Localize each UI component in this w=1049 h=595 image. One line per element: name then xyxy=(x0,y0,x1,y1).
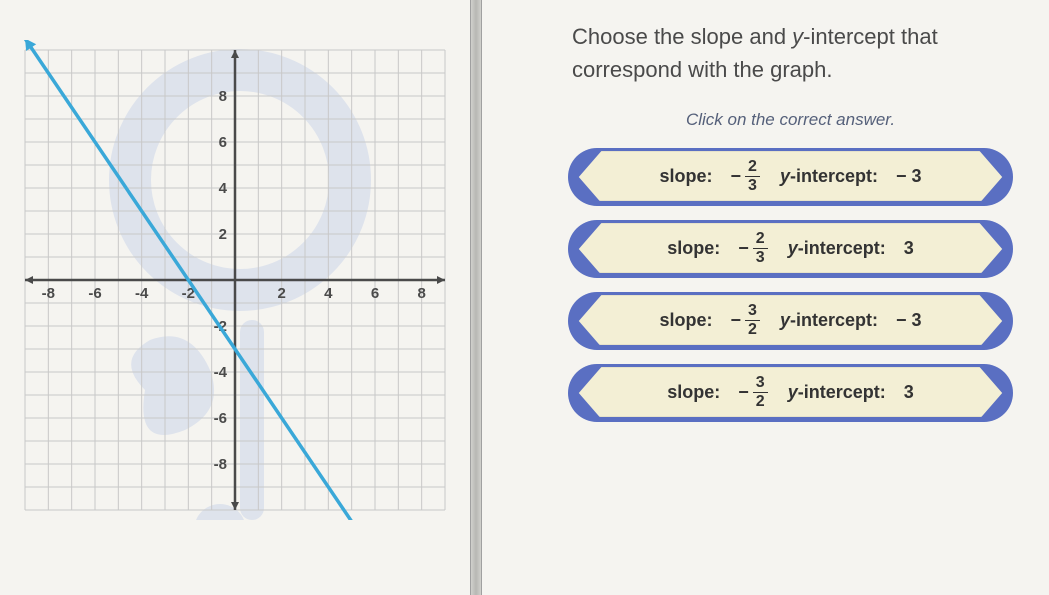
slope-label: slope: xyxy=(660,166,713,187)
svg-text:4: 4 xyxy=(219,180,228,197)
svg-text:4: 4 xyxy=(324,285,333,302)
svg-text:-4: -4 xyxy=(135,285,149,302)
graph-panel: -8-6-4-224688642-2-4-6-8 xyxy=(0,0,470,595)
svg-text:6: 6 xyxy=(219,134,227,151)
yint-label: y-intercept: xyxy=(788,382,886,403)
svg-text:6: 6 xyxy=(371,285,379,302)
slope-value: − 23 xyxy=(731,159,762,194)
panel-divider xyxy=(470,0,482,595)
question-text: Choose the slope and y-intercept that co… xyxy=(572,20,1009,86)
svg-text:8: 8 xyxy=(417,285,425,302)
answer-option-3[interactable]: slope: − 32 y-intercept: − 3 xyxy=(572,292,1009,350)
svg-text:8: 8 xyxy=(219,88,227,105)
svg-text:2: 2 xyxy=(219,226,227,243)
question-prefix: Choose the slope and xyxy=(572,24,792,49)
answer-options: slope: − 23 y-intercept: − 3 slope: − 23… xyxy=(572,148,1009,422)
question-italic-y: y xyxy=(792,24,803,49)
graph-svg: -8-6-4-224688642-2-4-6-8 xyxy=(15,40,455,520)
svg-text:-4: -4 xyxy=(214,364,228,381)
hint-text: Click on the correct answer. xyxy=(572,110,1009,130)
yint-value: 3 xyxy=(904,382,914,403)
slope-label: slope: xyxy=(667,382,720,403)
slope-label: slope: xyxy=(667,238,720,259)
slope-label: slope: xyxy=(660,310,713,331)
slope-value: − 23 xyxy=(738,231,769,266)
answer-option-1[interactable]: slope: − 23 y-intercept: − 3 xyxy=(572,148,1009,206)
yint-label: y-intercept: xyxy=(780,166,878,187)
yint-value: − 3 xyxy=(896,166,922,187)
svg-text:-6: -6 xyxy=(88,285,101,302)
svg-text:-6: -6 xyxy=(214,410,227,427)
coordinate-graph: -8-6-4-224688642-2-4-6-8 xyxy=(15,40,455,520)
question-panel: Choose the slope and y-intercept that co… xyxy=(482,0,1049,595)
yint-label: y-intercept: xyxy=(780,310,878,331)
yint-label: y-intercept: xyxy=(788,238,886,259)
slope-value: − 32 xyxy=(731,303,762,338)
answer-option-2[interactable]: slope: − 23 y-intercept: 3 xyxy=(572,220,1009,278)
yint-value: − 3 xyxy=(896,310,922,331)
svg-text:-8: -8 xyxy=(42,285,55,302)
answer-option-4[interactable]: slope: − 32 y-intercept: 3 xyxy=(572,364,1009,422)
svg-text:2: 2 xyxy=(277,285,285,302)
slope-value: − 32 xyxy=(738,375,769,410)
yint-value: 3 xyxy=(904,238,914,259)
svg-text:-8: -8 xyxy=(214,456,227,473)
